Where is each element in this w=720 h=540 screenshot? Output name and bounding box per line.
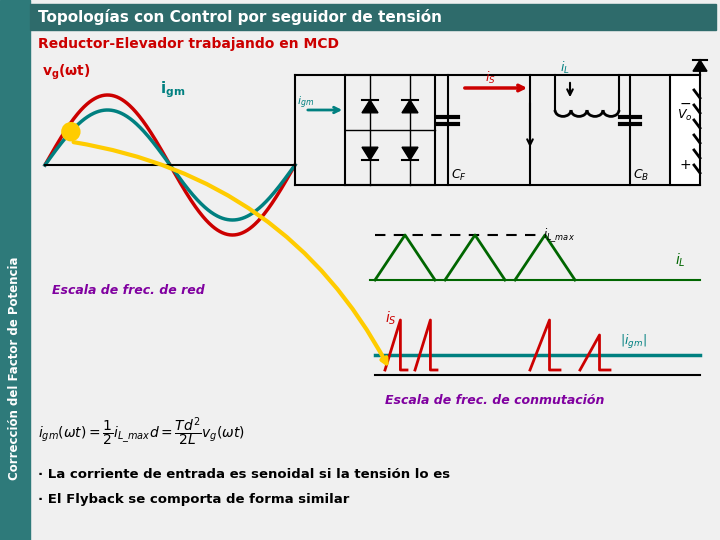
Text: $C_F$: $C_F$ [451, 167, 467, 183]
Text: $i_L$: $i_L$ [560, 60, 570, 76]
Polygon shape [402, 100, 418, 113]
Text: $\mathbf{i_{gm}}$: $\mathbf{i_{gm}}$ [160, 80, 185, 100]
Polygon shape [362, 147, 378, 160]
Text: $i_S$: $i_S$ [385, 309, 397, 327]
Text: $i_{gm}$: $i_{gm}$ [297, 95, 314, 111]
Text: · El Flyback se comporta de forma similar: · El Flyback se comporta de forma simila… [38, 494, 349, 507]
Text: $i_S$: $i_S$ [485, 70, 495, 86]
Text: $i_{L\_max}$: $i_{L\_max}$ [543, 226, 575, 244]
Text: · La corriente de entrada es senoidal si la tensión lo es: · La corriente de entrada es senoidal si… [38, 469, 450, 482]
Text: $i_{gm}(\omega t) = \dfrac{1}{2}i_{L\_max}d = \dfrac{Td^2}{2L}v_g(\omega t)$: $i_{gm}(\omega t) = \dfrac{1}{2}i_{L\_ma… [38, 415, 245, 449]
Text: $i_L$: $i_L$ [675, 251, 685, 269]
Text: $\mathbf{v_g(\omega t)}$: $\mathbf{v_g(\omega t)}$ [42, 62, 91, 82]
Text: Topologías con Control por seguidor de tensión: Topologías con Control por seguidor de t… [38, 9, 442, 25]
Text: Escala de frec. de conmutación: Escala de frec. de conmutación [385, 394, 604, 407]
Bar [0, 0, 30, 540]
Polygon shape [693, 60, 707, 71]
Text: Escala de frec. de red: Escala de frec. de red [52, 284, 204, 296]
Text: $V_o$: $V_o$ [678, 107, 693, 123]
Bar [30, 4, 716, 30]
Text: $+$: $+$ [679, 158, 691, 172]
Bar [670, 75, 700, 185]
Circle shape [62, 123, 80, 141]
Text: $|i_{gm}|$: $|i_{gm}|$ [620, 333, 647, 351]
Text: Reductor-Elevador trabajando en MCD: Reductor-Elevador trabajando en MCD [38, 37, 339, 51]
Polygon shape [402, 147, 418, 160]
Text: $C_B$: $C_B$ [633, 167, 649, 183]
Text: $-$: $-$ [679, 96, 691, 110]
Bar [345, 75, 435, 185]
Text: Corrección del Factor de Potencia: Corrección del Factor de Potencia [9, 256, 22, 480]
Polygon shape [362, 100, 378, 113]
